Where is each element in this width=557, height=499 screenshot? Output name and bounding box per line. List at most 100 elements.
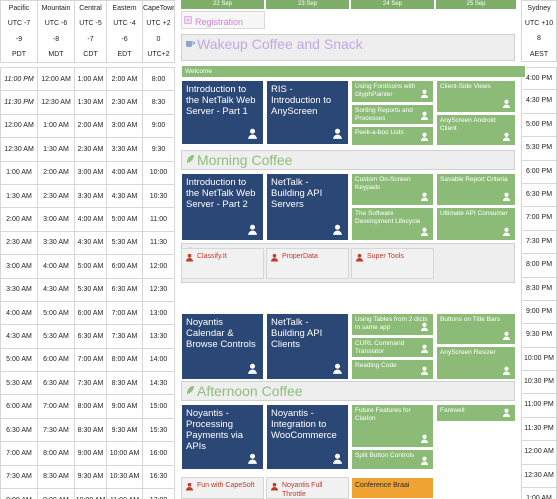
- time-cell: 5:00 AM: [74, 254, 107, 279]
- time-cell: 2:30 AM: [37, 183, 75, 209]
- session-title: Future Features for Clarion: [355, 407, 411, 422]
- session-card[interactable]: NetTalk - Building API Servers: [266, 173, 349, 241]
- timezone-header-cell: EDT: [106, 47, 143, 63]
- time-cell: 4:00 AM: [0, 300, 38, 326]
- sydney-time-cell: 12:00 AM: [521, 441, 557, 465]
- session-title: Noyantis - Processing Payments via APIs: [186, 408, 244, 452]
- time-cell: 6:00 AM: [37, 347, 75, 373]
- conference-braai-card[interactable]: Conference Braai: [351, 477, 434, 499]
- user-icon: [502, 408, 511, 418]
- time-cell: 6:30 AM: [74, 324, 107, 349]
- session-title: Introduction to the NetTalk Web Server -…: [186, 177, 256, 210]
- time-cell: 12:30 AM: [0, 137, 38, 162]
- sponsor-card[interactable]: Super Tools: [351, 248, 434, 279]
- sponsor-card[interactable]: Fun with CapeSoft: [181, 477, 264, 499]
- session-card[interactable]: The Software Development Lifecycle: [351, 207, 434, 241]
- timezone-header-row: UTC -7 UTC -6 UTC -5 UTC -4 UTC +2: [0, 16, 175, 32]
- session-title: CURL Command Translator: [355, 340, 405, 355]
- time-cell: 11:30: [142, 230, 175, 256]
- session-card[interactable]: Future Features for Clarion: [351, 404, 434, 448]
- session-card[interactable]: Farewell: [436, 404, 516, 422]
- sydney-time-cell: 10:30 PM: [521, 371, 557, 395]
- timezone-header-cell: -8: [37, 31, 75, 47]
- timezone-header-cell: Central: [74, 0, 107, 16]
- sydney-time-cell: 7:30 PM: [521, 230, 557, 255]
- session-card[interactable]: Savable Report Criteria: [436, 173, 516, 206]
- session-card[interactable]: AnyScreen Resizer: [436, 346, 516, 380]
- day-header-25-sep[interactable]: 25 Sep: [436, 0, 516, 9]
- timezone-header-cell: UTC -7: [0, 16, 38, 32]
- time-cell: 17:00: [142, 488, 175, 499]
- time-cell: 14:00: [142, 347, 175, 373]
- session-card[interactable]: Introduction to the NetTalk Web Server -…: [181, 80, 264, 145]
- user-icon: [248, 224, 257, 235]
- registration-icon: [184, 16, 192, 24]
- sydney-time-cell: 9:00 PM: [521, 300, 557, 325]
- session-card[interactable]: Sorting Reports and Processes: [351, 104, 434, 125]
- session-card[interactable]: RIS - Introduction to AnyScreen: [266, 80, 349, 145]
- day-header-23-sep[interactable]: 23 Sep: [266, 0, 349, 9]
- timezone-time-row: 7:30 AM 8:30 AM 9:30 AM 10:30 AM 16:30: [0, 464, 175, 490]
- timezone-time-row: 12:00 AM 1:00 AM 2:00 AM 3:00 AM 9:00: [0, 113, 175, 139]
- timezone-header-cell: UTC -4: [106, 16, 143, 32]
- timezone-time-row: 12:30 AM 1:30 AM 2:30 AM 3:30 AM 9:30: [0, 137, 175, 162]
- session-title: Savable Report Criteria: [440, 176, 508, 183]
- session-card[interactable]: Split Button Controls: [351, 449, 434, 470]
- day-header-24-sep[interactable]: 24 Sep: [351, 0, 434, 9]
- session-card[interactable]: Ultimate API Consumer: [436, 207, 516, 241]
- time-cell: 15:00: [142, 394, 175, 419]
- session-card[interactable]: Noyantis Calendar & Browse Controls: [181, 313, 264, 380]
- time-cell: 6:00 AM: [0, 394, 38, 419]
- time-cell: 12:00: [142, 254, 175, 279]
- time-cell: 5:30 AM: [37, 324, 75, 349]
- session-card[interactable]: Using FontIcons with GlyphPainter: [351, 80, 434, 103]
- session-card[interactable]: Noyantis - Processing Payments via APIs: [181, 404, 264, 470]
- registration-slot[interactable]: Registration: [181, 11, 265, 29]
- sponsor-card[interactable]: Classify.It: [181, 248, 264, 279]
- sydney-header-cell: Sydney: [521, 0, 557, 16]
- session-title: Ultimate API Consumer: [440, 210, 508, 217]
- welcome-session[interactable]: Welcome: [181, 65, 526, 78]
- time-cell: 8:30 AM: [37, 464, 75, 490]
- time-cell: 13:30: [142, 324, 175, 349]
- session-card[interactable]: Buttons on Title Bars: [436, 313, 516, 345]
- timezone-table: Pacific Mountain Central Eastern CapeTown UTC…: [0, 0, 175, 499]
- sponsor-card[interactable]: ProperData: [266, 248, 349, 279]
- timezone-time-row: 4:00 AM 5:00 AM 6:00 AM 7:00 AM 13:00: [0, 300, 175, 326]
- time-cell: 8:00: [142, 66, 175, 92]
- day-header-22-sep[interactable]: 22 Sep: [181, 0, 264, 9]
- session-card[interactable]: AnyScreen Android Client: [436, 114, 516, 146]
- session-card[interactable]: Noyantis - Integration to WooCommerce: [266, 404, 349, 470]
- timezone-time-row: 3:30 AM 4:30 AM 5:30 AM 6:30 AM 12:30: [0, 277, 175, 302]
- time-cell: 4:00 AM: [74, 207, 107, 232]
- sydney-time-cell: 9:30 PM: [521, 324, 557, 348]
- session-title: Using Tables from 2 dicts in same app: [355, 316, 428, 331]
- sponsor-card[interactable]: Noyantis Full Throttle: [266, 477, 349, 499]
- session-card[interactable]: Using Tables from 2 dicts in same app: [351, 313, 434, 336]
- session-card[interactable]: CURL Command Translator: [351, 337, 434, 358]
- time-cell: 9:00: [142, 113, 175, 139]
- time-cell: 9:00 AM: [37, 488, 75, 499]
- time-cell: 13:00: [142, 300, 175, 326]
- session-title: Farewell: [440, 407, 465, 414]
- session-card[interactable]: Client-Side Views: [436, 80, 516, 113]
- sydney-time-cell: 1:00 AM: [521, 488, 557, 499]
- session-title: AnyScreen Android Client: [440, 117, 496, 132]
- session-card[interactable]: Peek-a-boo Lists: [351, 126, 434, 146]
- time-cell: 3:30 AM: [0, 277, 38, 302]
- user-icon: [420, 344, 429, 354]
- time-cell: 10:30: [142, 183, 175, 209]
- session-title: Split Button Controls: [355, 452, 415, 459]
- user-icon: [248, 363, 257, 374]
- user-icon: [333, 128, 342, 139]
- user-icon: [333, 224, 342, 235]
- user-icon: [502, 366, 511, 376]
- time-cell: 3:00 AM: [74, 160, 107, 185]
- time-cell: 5:00 AM: [106, 207, 143, 232]
- afternoon-coffee-band: Afternoon Coffee: [181, 381, 515, 401]
- session-card[interactable]: NetTalk - Building API Clients: [266, 313, 349, 380]
- session-card[interactable]: Custom On-Screen Keypads: [351, 173, 434, 206]
- session-card[interactable]: Introduction to the NetTalk Web Server -…: [181, 173, 264, 241]
- session-card[interactable]: Reading Code: [351, 359, 434, 380]
